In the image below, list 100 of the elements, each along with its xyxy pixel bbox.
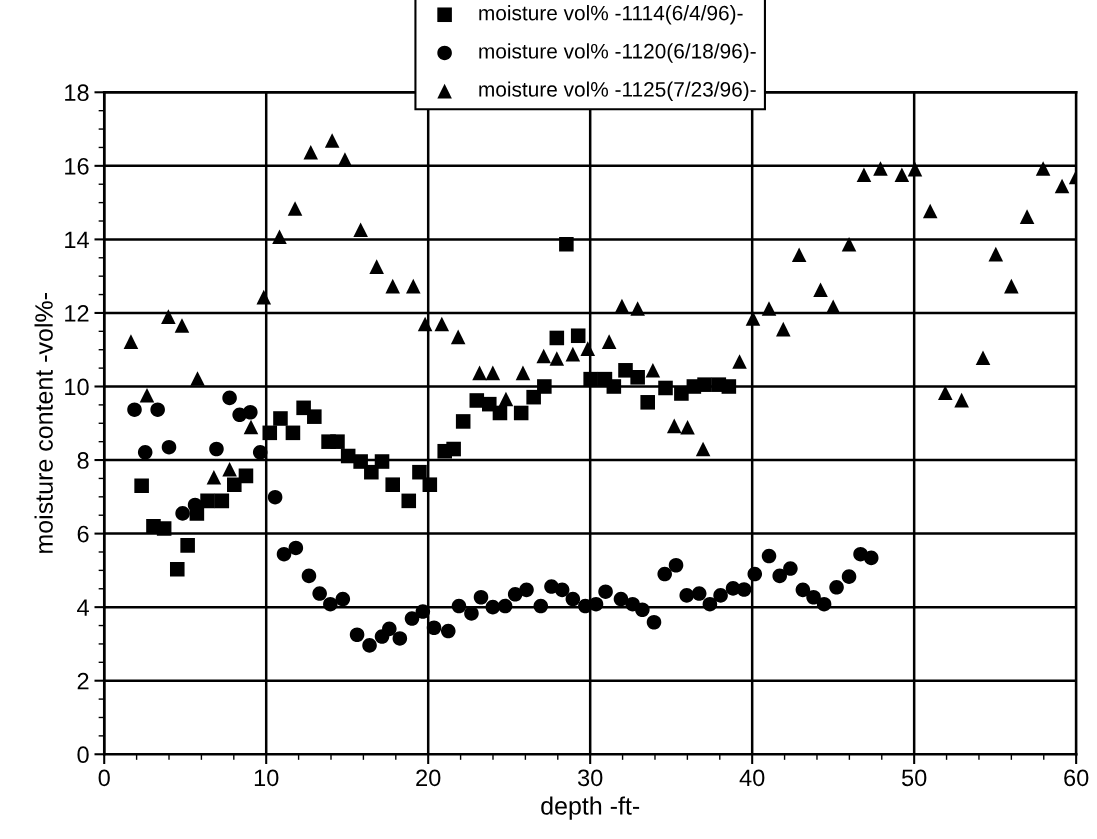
point (583, 371, 598, 387)
point (214, 493, 230, 509)
point (922, 203, 938, 219)
y-tick-label: 10 (65, 378, 89, 396)
point (856, 167, 872, 182)
point (559, 236, 574, 252)
point (169, 561, 185, 577)
point (385, 477, 400, 492)
y-tick-label: 8 (77, 452, 89, 469)
point (526, 389, 541, 405)
x-tick-label: 40 (739, 769, 765, 787)
point (570, 328, 586, 344)
point (614, 298, 630, 314)
point (353, 222, 368, 238)
point (513, 405, 529, 421)
point (455, 414, 471, 429)
point (123, 334, 139, 349)
point (206, 470, 222, 485)
point (492, 405, 508, 421)
point (406, 278, 421, 294)
point (238, 468, 254, 484)
point (324, 133, 340, 148)
point (227, 477, 242, 492)
point (1004, 278, 1019, 294)
point (222, 461, 237, 477)
point (537, 379, 552, 394)
legend-label: moisture vol% -1120(6/18/96)- (479, 43, 756, 63)
point (472, 365, 487, 381)
point (565, 346, 581, 362)
point (674, 386, 689, 401)
point (954, 392, 969, 408)
point (156, 521, 172, 536)
point (630, 301, 645, 316)
point (1019, 209, 1035, 224)
x-tick-label: 10 (254, 769, 279, 787)
point (975, 350, 991, 366)
point (745, 311, 761, 326)
x-tick-label: 60 (1064, 769, 1089, 787)
point (485, 365, 501, 381)
y-tick-label: 12 (65, 305, 89, 322)
point (515, 365, 531, 381)
point (666, 418, 682, 434)
point (412, 464, 427, 480)
point (287, 201, 303, 216)
point (1035, 161, 1051, 176)
point (937, 385, 953, 401)
point (536, 348, 551, 364)
point (337, 152, 353, 167)
legend-label: moisture vol% -1125(7/23/96)- (479, 81, 756, 101)
point (606, 379, 622, 394)
x-tick-label: 50 (901, 769, 927, 787)
point (873, 161, 888, 176)
point (200, 493, 215, 509)
y-axis-title: moisture content -vol%- (34, 293, 53, 553)
point (303, 144, 319, 160)
point (761, 301, 777, 316)
point (353, 454, 368, 469)
point (434, 316, 450, 332)
y-tick-label: 2 (77, 672, 89, 690)
point (776, 321, 791, 337)
point (285, 425, 301, 441)
legend-label: moisture vol% -1114(6/4/96)- (479, 5, 743, 25)
point (262, 425, 278, 441)
point (256, 289, 272, 305)
x-tick-label: 30 (577, 769, 603, 787)
point (658, 380, 673, 396)
point (272, 229, 287, 245)
point (697, 377, 712, 392)
y-tick-label: 0 (77, 746, 89, 764)
point (422, 477, 438, 492)
point (988, 246, 1004, 262)
point (417, 316, 433, 332)
point (180, 538, 195, 553)
x-tick-label: 20 (416, 769, 441, 787)
point (580, 341, 596, 356)
point (645, 363, 661, 378)
y-tick-label: 6 (77, 525, 89, 543)
point (549, 330, 565, 346)
point (364, 464, 379, 480)
point (307, 409, 322, 424)
point (330, 434, 345, 449)
x-tick-label: 0 (98, 769, 110, 787)
point (369, 259, 384, 274)
point (601, 334, 617, 349)
point (695, 441, 711, 457)
point (161, 309, 176, 324)
point (450, 329, 466, 345)
point (401, 493, 417, 509)
y-tick-label: 4 (77, 599, 89, 616)
point (813, 282, 828, 298)
point (174, 318, 190, 333)
point (134, 478, 149, 494)
point (243, 419, 259, 435)
point (190, 371, 205, 386)
point (907, 161, 923, 177)
point (446, 441, 461, 457)
point (1054, 178, 1070, 194)
point (732, 354, 747, 369)
y-tick-label: 14 (65, 231, 89, 248)
point (721, 379, 737, 394)
